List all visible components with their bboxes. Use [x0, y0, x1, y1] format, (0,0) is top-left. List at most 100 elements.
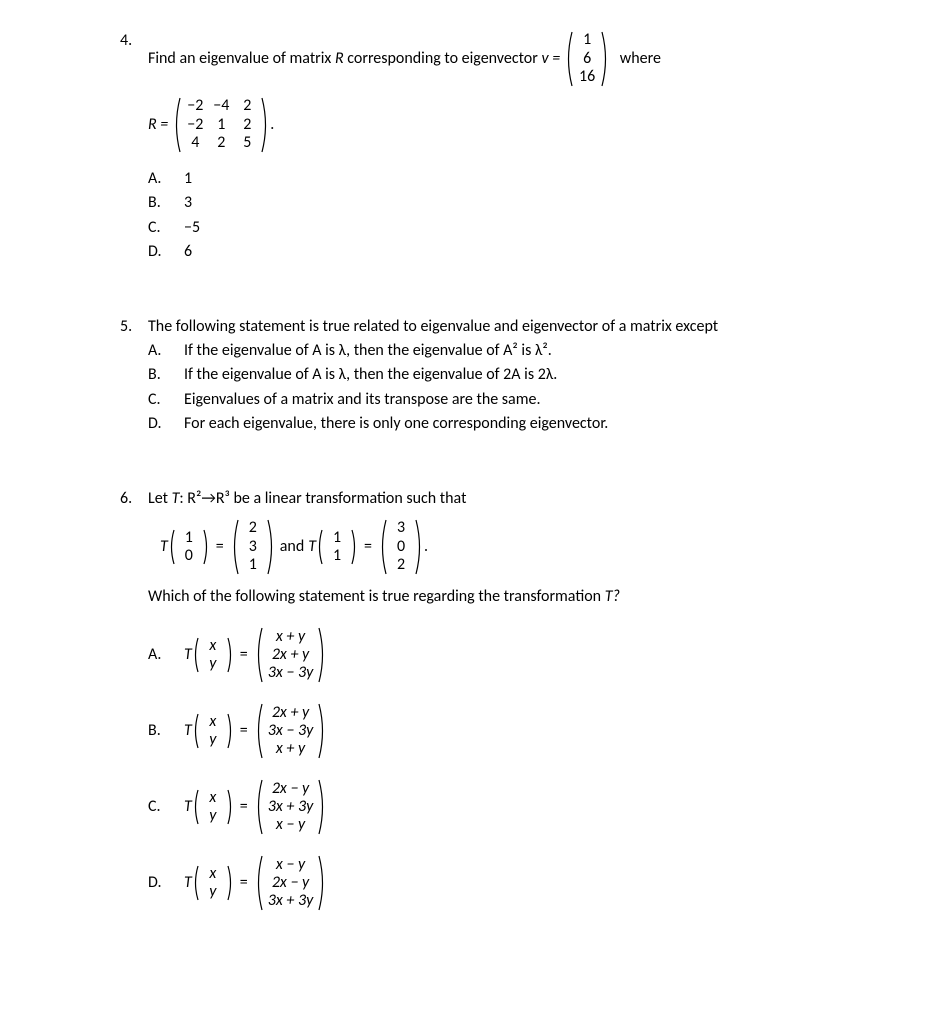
q6-a-in-1: y [204, 655, 222, 673]
q4-v-0: 1 [578, 31, 596, 49]
q6-T1-in: 1 0 [180, 529, 198, 566]
q5-c-text: Eigenvalues of a matrix and its transpos… [184, 389, 832, 411]
q5-option-a: A. If the eigenvalue of A is λ, then the… [148, 340, 832, 362]
paren-right-icon [414, 518, 424, 576]
q5-option-b: B. If the eigenvalue of A is λ, then the… [148, 364, 832, 386]
q6-b-out-1: 3x − 3y [268, 722, 314, 740]
q4-R-10: −2 [186, 116, 204, 134]
eq-sign: = [364, 536, 372, 558]
question-4: 4. Find an eigenvalue of matrix R corres… [120, 30, 832, 266]
q6-T2-out-0: 3 [392, 519, 410, 537]
q4-v-1: 6 [578, 50, 596, 68]
q6-d-out-2: 3x + 3y [268, 892, 314, 910]
q6-b-T: T [184, 720, 192, 742]
q5-text: The following statement is true related … [148, 316, 832, 438]
paren-left-icon [230, 518, 240, 576]
q6-option-d: D. T x y = x − y 2x − y [148, 854, 832, 912]
paren-right-icon [226, 864, 234, 902]
q6-T1-out-2: 1 [244, 556, 262, 574]
q4-c-letter: C. [148, 217, 184, 239]
q4-R-21: 2 [212, 134, 230, 152]
q5-text-body: The following statement is true related … [148, 317, 718, 336]
q6-T2-in-0: 1 [328, 529, 346, 547]
q6-text: Let T : R²→R³ be a linear transformation … [148, 488, 832, 915]
q6-period: . [424, 536, 428, 558]
q6-T2-label: T [308, 536, 316, 558]
q6-d-out-1: 2x − y [272, 874, 309, 892]
question-5: 5. The following statement is true relat… [120, 316, 832, 438]
q6-T2-in-1: 1 [328, 547, 346, 565]
q6-c-in: x y [204, 789, 222, 826]
q4-v-2: 16 [578, 68, 596, 86]
paren-left-icon [192, 712, 200, 750]
q6-a-in-0: x [204, 637, 222, 655]
q4-R-01: −4 [212, 97, 230, 115]
q6-c-in-1: y [204, 807, 222, 825]
paren-left-icon [254, 626, 264, 684]
q4-option-d: D. 6 [148, 241, 832, 263]
q4-stem-line: 4. Find an eigenvalue of matrix R corres… [120, 30, 832, 266]
q4-a-letter: A. [148, 168, 184, 190]
paren-right-icon [600, 30, 610, 88]
q6-a-out-2: 3x − 3y [268, 664, 314, 682]
paren-right-icon [317, 626, 327, 684]
paren-right-icon [317, 778, 327, 836]
q5-d-text: For each eigenvalue, there is only one c… [184, 413, 832, 435]
q4-options: A. 1 B. 3 C. −5 D. 6 [148, 168, 832, 264]
paren-right-icon [350, 528, 358, 566]
q6-T2-out-1: 0 [392, 538, 410, 556]
q6-b-letter: B. [148, 720, 184, 742]
q4-a-value: 1 [184, 168, 832, 190]
q4-R-02: 2 [238, 97, 256, 115]
q4-R-20: 4 [186, 134, 204, 152]
q4-text-mid: corresponding to eigenvector [344, 49, 542, 68]
paren-left-icon [378, 518, 388, 576]
q6-T1-out: 2 3 1 [244, 519, 262, 574]
q6-b-out-0: 2x + y [272, 704, 309, 722]
q6-d-T: T [184, 872, 192, 894]
q6-number: 6. [120, 488, 148, 510]
q4-d-letter: D. [148, 241, 184, 263]
q4-R-12: 2 [238, 116, 256, 134]
paren-left-icon [254, 854, 264, 912]
eq-sign: = [240, 720, 248, 742]
q4-b-value: 3 [184, 192, 832, 214]
q6-a-eq: T x y = x + y 2x + y 3x − 3y [184, 626, 327, 684]
paren-left-icon [254, 778, 264, 836]
q4-text-pre: Find an eigenvalue of matrix [148, 49, 335, 68]
q6-d-letter: D. [148, 872, 184, 894]
q6-map: : R²→R³ be a linear transformation such … [179, 489, 466, 508]
q4-text: Find an eigenvalue of matrix R correspon… [148, 30, 832, 266]
q4-R-00: −2 [186, 97, 204, 115]
q5-b-text: If the eigenvalue of A is λ, then the ei… [184, 364, 832, 386]
eq-sign: = [240, 644, 248, 666]
q4-option-c: C. −5 [148, 217, 832, 239]
q5-number: 5. [120, 316, 148, 338]
q4-R-11: 1 [212, 116, 230, 134]
question-6: 6. Let T : R²→R³ be a linear transformati… [120, 488, 832, 915]
q4-period: . [270, 114, 274, 136]
q4-b-letter: B. [148, 192, 184, 214]
q4-matrix-R-row: R = −2 −2 4 −4 1 2 2 2 5 . [148, 96, 832, 154]
q5-a-letter: A. [148, 340, 184, 362]
q6-b-eq: T x y = 2x + y 3x − 3y x + y [184, 702, 327, 760]
q6-stem-line: 6. Let T : R²→R³ be a linear transformati… [120, 488, 832, 915]
q6-d-eq: T x y = x − y 2x − y 3x + 3y [184, 854, 327, 912]
q6-d-in-1: y [204, 883, 222, 901]
q6-b-in: x y [204, 713, 222, 750]
paren-left-icon [192, 864, 200, 902]
q6-c-T: T [184, 796, 192, 818]
q6-b-in-1: y [204, 731, 222, 749]
paren-left-icon [254, 702, 264, 760]
paren-left-icon [316, 528, 324, 566]
q6-text-pre: Let [148, 489, 172, 508]
paren-right-icon [317, 702, 327, 760]
q6-options: A. T x y = x + y 2x + y [148, 626, 832, 912]
q6-d-in-0: x [204, 865, 222, 883]
eq-sign: = [216, 536, 224, 558]
paren-right-icon [202, 528, 210, 566]
q4-R-c0: −2 −2 4 [186, 97, 204, 152]
q4-number: 4. [120, 30, 148, 52]
q6-c-out: 2x − y 3x + 3y x − y [268, 780, 314, 835]
q6-T1-out-0: 2 [244, 519, 262, 537]
